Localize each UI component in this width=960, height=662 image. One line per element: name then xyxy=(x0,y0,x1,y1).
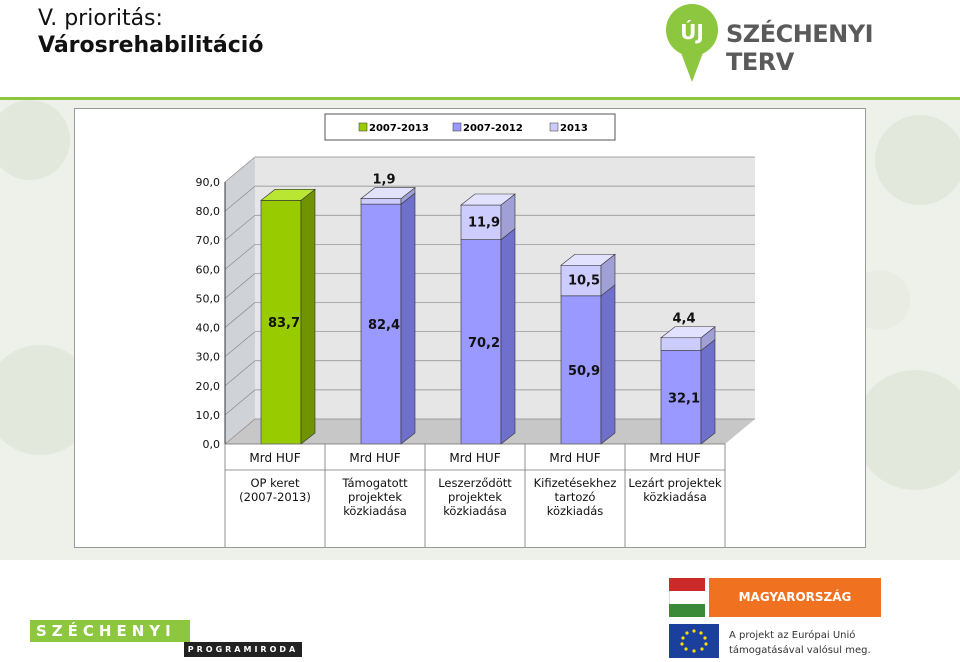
bar-top xyxy=(460,193,516,206)
legend-label-2007-2013: 2007-2013 xyxy=(369,123,429,134)
y-tick-label: 0,0 xyxy=(203,438,221,451)
category-unit: Mrd HUF xyxy=(649,451,700,465)
category-unit: Mrd HUF xyxy=(449,451,500,465)
data-label: 10,5 xyxy=(568,274,600,289)
bar-2013 xyxy=(460,204,502,240)
bar-2007-2013 xyxy=(260,200,302,445)
bar-side-2007-2012 xyxy=(600,284,616,445)
footer-sub: PROGRAMIRODA xyxy=(184,642,302,657)
chart-frame: 2007-2013 2007-2012 2013 0,0 10,0 20,0 30,0… xyxy=(74,108,866,549)
bar-side-2007-2012 xyxy=(500,228,516,445)
legend-swatch-2007-2012 xyxy=(452,122,462,132)
mm-text: MAGYARORSZÁG MEGÚJUL xyxy=(709,578,881,643)
data-label: 82,4 xyxy=(368,318,400,333)
y-tick-label: 20,0 xyxy=(196,380,221,393)
category-unit: Mrd HUF xyxy=(349,451,400,465)
eu-line1: A projekt az Európai Unió xyxy=(729,630,856,641)
data-label: 1,9 xyxy=(372,173,395,188)
flag-white-stripe xyxy=(669,591,706,604)
gridline-side xyxy=(224,214,256,241)
gridline-side xyxy=(224,418,256,445)
category-label: közkiadása xyxy=(643,490,707,504)
gridline-side xyxy=(224,156,256,183)
side-wall xyxy=(225,157,255,444)
bar-2013 xyxy=(360,198,402,205)
bar-top xyxy=(260,189,316,201)
data-label: 11,9 xyxy=(468,215,500,230)
data-label: 83,7 xyxy=(268,316,300,331)
logo-pin-icon: ÚJ xyxy=(666,4,718,82)
eu-text: A projekt az Európai Unió támogatásával … xyxy=(729,628,871,658)
y-tick-label: 90,0 xyxy=(196,176,221,189)
magyarorszag-megujul-logo: MAGYARORSZÁG MEGÚJUL xyxy=(669,578,881,643)
legend-label-2007-2012: 2007-2012 xyxy=(463,123,523,134)
legend-label-2013: 2013 xyxy=(560,123,588,134)
bar-top xyxy=(360,187,416,199)
y-tick-label: 60,0 xyxy=(196,263,221,276)
legend-swatch-2013 xyxy=(549,122,559,132)
y-tick-label: 10,0 xyxy=(196,409,221,422)
eu-line2: támogatásával valósul meg. xyxy=(729,645,871,656)
bar-2007-2012 xyxy=(660,350,702,445)
bar-2007-2012 xyxy=(560,295,602,445)
category-label: projektek xyxy=(348,490,402,504)
gridline-side xyxy=(224,331,256,357)
category-label: közkiadása xyxy=(343,504,407,518)
eu-stars-icon xyxy=(680,629,708,653)
priority-label: V. prioritás: xyxy=(38,6,163,31)
category-label: Lezárt projektek xyxy=(628,476,722,490)
bar-side-2007-2013 xyxy=(300,188,316,445)
logo-text: SZÉCHENYI TERV xyxy=(726,20,874,76)
gridline-side xyxy=(224,185,256,212)
category-label: projektek xyxy=(448,490,502,504)
data-label: 32,1 xyxy=(668,391,700,406)
category-unit: Mrd HUF xyxy=(249,451,300,465)
gridline-side xyxy=(224,302,256,328)
category-label: közkiadás xyxy=(547,504,604,518)
y-tick-label: 70,0 xyxy=(196,234,221,247)
header: V. prioritás: Városrehabilitáció ÚJ SZÉC… xyxy=(0,0,960,100)
category-unit: Mrd HUF xyxy=(549,451,600,465)
category-label: Kifizetésekhez xyxy=(534,476,617,490)
eu-logo: A projekt az Európai Unió támogatásával … xyxy=(669,624,949,660)
bar-2013 xyxy=(660,337,702,351)
gridline-side xyxy=(224,273,256,299)
gridline-side xyxy=(224,360,256,387)
flag-red-stripe xyxy=(669,578,705,591)
y-tick-label: 30,0 xyxy=(196,351,221,364)
szechenyi-programiroda-logo: SZÉCHENYI PROGRAMIRODA xyxy=(30,620,310,660)
eu-flag-icon xyxy=(669,624,719,658)
category-label: Támogatott xyxy=(341,476,408,490)
gridline-side xyxy=(224,389,256,416)
gridline-side xyxy=(224,244,256,270)
bar-2007-2012 xyxy=(460,239,502,445)
category-label: (2007-2013) xyxy=(239,490,311,504)
footer-brand: SZÉCHENYI xyxy=(30,620,190,642)
bar-top xyxy=(660,326,716,339)
szechenyi-terv-logo: ÚJ SZÉCHENYI TERV xyxy=(664,2,924,86)
plot-area: 0,0 10,0 20,0 30,0 40,0 50,0 60,0 70,0 80,0 90,0 8… xyxy=(196,156,755,549)
header-divider xyxy=(0,97,960,100)
category-label: tartozó xyxy=(555,490,596,504)
category-label: Leszerződött xyxy=(438,476,512,490)
flag-green-stripe xyxy=(669,604,705,617)
chart-legend: 2007-2013 2007-2012 2013 xyxy=(324,113,616,141)
bar-side-2007-2012 xyxy=(700,338,716,445)
bar-side-2007-2012 xyxy=(400,192,416,445)
data-label: 70,2 xyxy=(468,336,500,351)
stacked-bar-chart: 2007-2013 2007-2012 2013 0,0 10,0 20,0 30,0… xyxy=(196,113,755,549)
bar-2013 xyxy=(560,264,602,297)
category-label: közkiadása xyxy=(443,504,507,518)
page-title: Városrehabilitáció xyxy=(38,33,264,58)
data-label: 50,9 xyxy=(568,364,600,379)
bar-top xyxy=(560,253,616,266)
y-tick-label: 40,0 xyxy=(196,322,221,335)
data-label: 4,4 xyxy=(672,312,695,327)
bar-2007-2012 xyxy=(360,203,402,445)
y-tick-label: 80,0 xyxy=(196,205,221,218)
legend-swatch-2007-2013 xyxy=(358,122,368,132)
y-tick-label: 50,0 xyxy=(196,292,221,305)
logo-badge: ÚJ xyxy=(680,20,704,44)
category-label: OP keret xyxy=(250,476,300,490)
